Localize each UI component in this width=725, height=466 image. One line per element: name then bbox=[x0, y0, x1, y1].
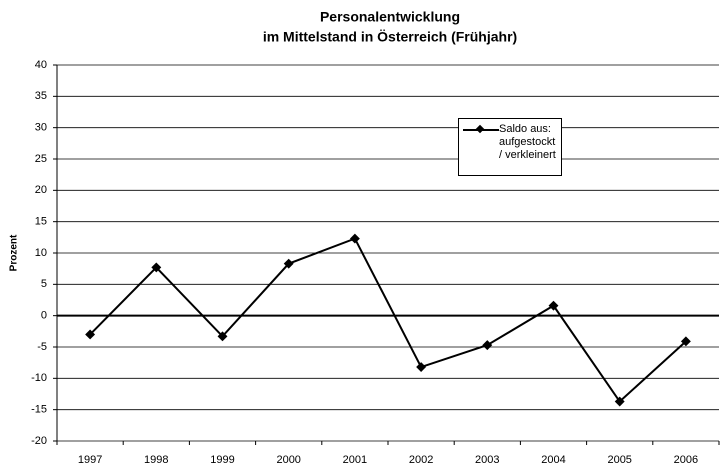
y-tick-label: 0 bbox=[41, 310, 47, 322]
x-tick-label: 2000 bbox=[276, 454, 300, 466]
chart-title: Personalentwicklung bbox=[320, 9, 460, 25]
x-tick-label: 2006 bbox=[674, 454, 698, 466]
y-tick-label: 25 bbox=[35, 153, 47, 165]
line bbox=[89, 237, 687, 404]
marker bbox=[151, 262, 162, 273]
y-tick-label: -15 bbox=[31, 404, 47, 416]
marker bbox=[614, 396, 625, 407]
x-tick-label: 2002 bbox=[409, 454, 433, 466]
marker bbox=[548, 300, 559, 311]
marker bbox=[416, 362, 427, 373]
legend-label: Saldo aus: aufgestockt / verkleinert bbox=[499, 123, 556, 161]
x-tick-label: 1999 bbox=[210, 454, 234, 466]
y-tick-label: 35 bbox=[35, 90, 47, 102]
marker bbox=[217, 331, 228, 342]
y-tick-label: 20 bbox=[35, 184, 47, 196]
x-tick-label: 2001 bbox=[343, 454, 367, 466]
y-tick-label: 15 bbox=[35, 216, 47, 228]
y-tick-label: 10 bbox=[35, 247, 47, 259]
marker bbox=[349, 233, 360, 244]
legend-marker bbox=[475, 124, 485, 134]
y-tick-label: 40 bbox=[35, 59, 47, 71]
legend: Saldo aus: aufgestockt / verkleinert bbox=[458, 118, 562, 176]
y-tick-label: 5 bbox=[41, 278, 47, 290]
y-axis-label: Prozent bbox=[9, 234, 20, 271]
marker bbox=[680, 336, 691, 347]
x-tick-label: 1997 bbox=[78, 454, 102, 466]
x-tick-label: 2003 bbox=[475, 454, 499, 466]
y-tick-label: -20 bbox=[31, 435, 47, 447]
y-tick-label: 30 bbox=[35, 122, 47, 134]
marker bbox=[482, 340, 493, 351]
y-tick-label: -5 bbox=[37, 341, 47, 353]
y-tick-label: -10 bbox=[31, 372, 47, 384]
x-tick-label: 2005 bbox=[607, 454, 631, 466]
x-tick-label: 2004 bbox=[541, 454, 565, 466]
marker bbox=[283, 258, 294, 269]
x-tick-label: 1998 bbox=[144, 454, 168, 466]
legend-swatch bbox=[463, 124, 499, 134]
chart-title: im Mittelstand in Österreich (Frühjahr) bbox=[263, 29, 517, 45]
